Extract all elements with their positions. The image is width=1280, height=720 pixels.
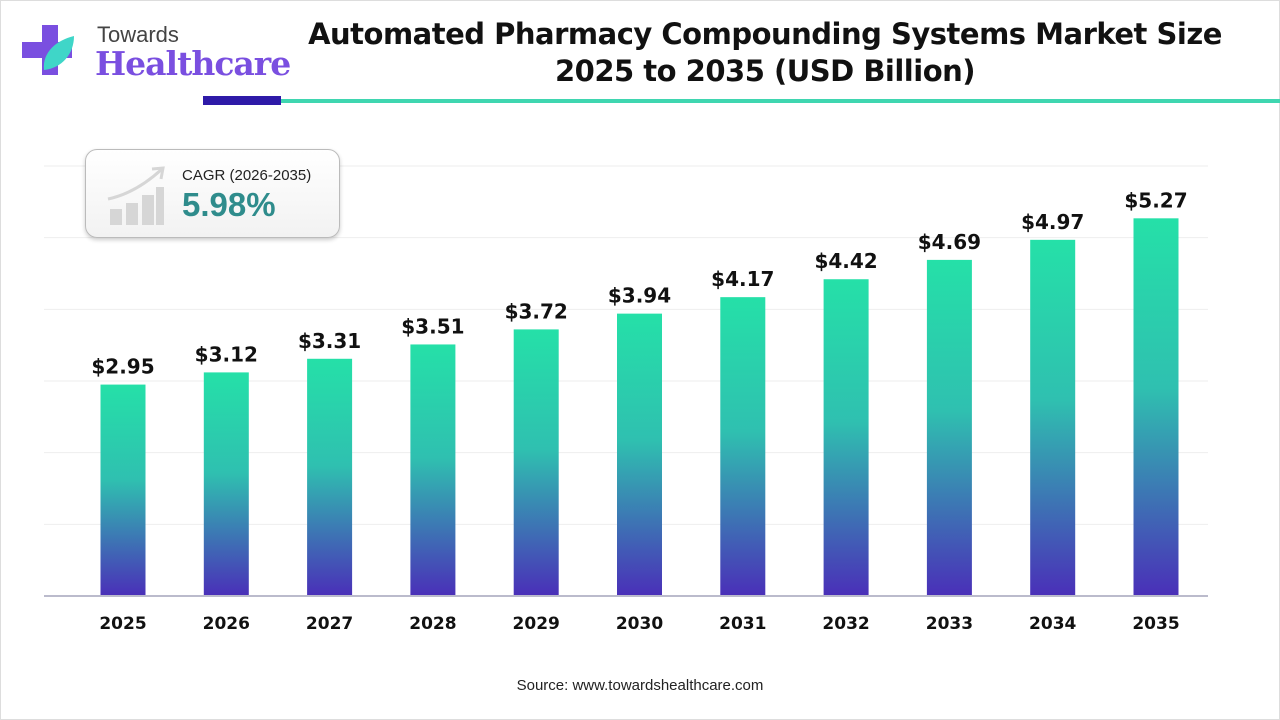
data-label-2035: $5.27 — [1124, 188, 1187, 212]
data-label-2033: $4.69 — [918, 230, 981, 254]
chart-title: Automated Pharmacy Compounding Systems M… — [300, 16, 1230, 90]
logo-text-towards: Towards — [97, 22, 179, 47]
data-label-2031: $4.17 — [711, 267, 774, 291]
x-tick-2027: 2027 — [306, 614, 353, 634]
data-label-2025: $2.95 — [91, 355, 154, 379]
x-tick-2028: 2028 — [409, 614, 456, 634]
bar-2033 — [926, 259, 972, 596]
data-label-2032: $4.42 — [814, 249, 877, 273]
x-tick-2030: 2030 — [616, 614, 663, 634]
title-line-2: 2025 to 2035 (USD Billion) — [554, 54, 976, 88]
bar-2035 — [1133, 218, 1179, 597]
accent-divider-teal — [281, 99, 1280, 103]
accent-divider-dark — [203, 96, 281, 105]
bar-2025 — [100, 384, 146, 596]
x-tick-2034: 2034 — [1029, 614, 1076, 634]
cagr-box: CAGR (2026-2035) 5.98% — [85, 149, 340, 238]
bar-2034 — [1030, 239, 1076, 597]
cagr-value: 5.98% — [182, 186, 276, 223]
title-line-1: Automated Pharmacy Compounding Systems M… — [308, 17, 1222, 51]
data-label-2026: $3.12 — [195, 342, 258, 366]
data-label-2030: $3.94 — [608, 284, 671, 308]
logo: Towards Healthcare — [22, 22, 291, 83]
bar-2031 — [720, 297, 766, 596]
bar-2029 — [513, 329, 559, 596]
x-tick-2035: 2035 — [1132, 614, 1179, 634]
x-tick-2033: 2033 — [926, 614, 973, 634]
bar-2028 — [410, 344, 456, 596]
bar-2026 — [203, 372, 249, 596]
data-label-2028: $3.51 — [401, 314, 464, 338]
x-tick-2029: 2029 — [513, 614, 560, 634]
data-label-2034: $4.97 — [1021, 210, 1084, 234]
data-label-2027: $3.31 — [298, 329, 361, 353]
x-tick-2032: 2032 — [822, 614, 869, 634]
data-label-2029: $3.72 — [505, 299, 568, 323]
x-tick-2026: 2026 — [203, 614, 250, 634]
bar-2030 — [617, 313, 662, 596]
growth-chart-icon — [107, 166, 165, 225]
x-tick-2031: 2031 — [719, 614, 766, 634]
source-text: Source: www.towardshealthcare.com — [516, 677, 764, 694]
bar-2027 — [307, 358, 353, 596]
logo-text-healthcare: Healthcare — [95, 44, 291, 83]
cagr-label: CAGR (2026-2035) — [182, 167, 312, 184]
logo-cross-icon — [22, 25, 74, 75]
bar-2032 — [823, 279, 869, 596]
x-tick-2025: 2025 — [99, 614, 146, 634]
